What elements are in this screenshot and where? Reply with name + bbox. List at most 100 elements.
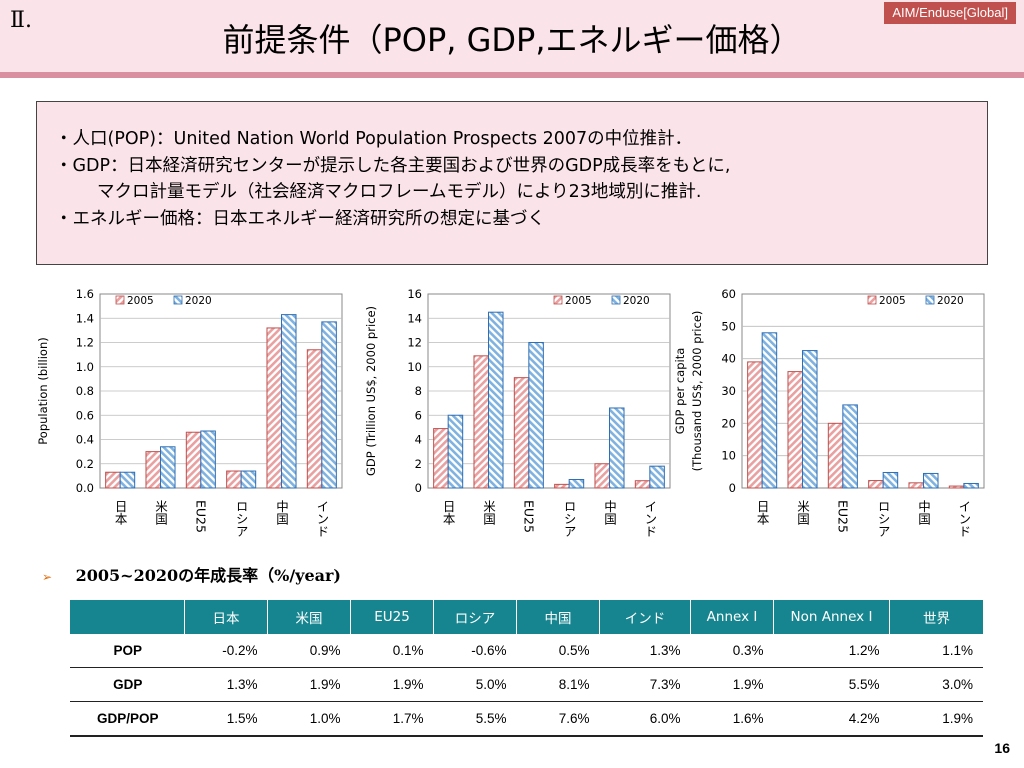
assumption-energy-price: ・エネルギー価格：日本エネルギー経済研究所の想定に基づく [55,208,545,229]
legend-swatch [115,295,125,305]
x-category-label: 米国 [795,500,810,525]
legend-label: 2005 [879,295,906,307]
bar-2020 [200,430,216,489]
x-category-label: インド [956,500,971,538]
bar-2020 [321,321,337,489]
population-chart: 0.0 0.2 0.4 0.6 0.8 1.0 1.2 1.4 1.6 日本 米国 EU25 ロシア 中国… [36,287,343,538]
y-tick-label: 12 [407,336,422,350]
legend-label: 2020 [623,295,650,307]
bar-2005 [554,483,570,489]
growth-rate-heading-text: 2005~2020の年成長率（%/year) [75,566,342,585]
y-tick-label: 10 [721,449,736,463]
y-tick-label: 8 [415,384,422,398]
x-category-label: 日本 [441,500,456,526]
legend-swatch [611,295,621,305]
table-cell: 1.9% [267,667,351,702]
page-number: 16 [994,740,1010,756]
table-cell: 0.9% [267,634,351,668]
table-cell: 1.9% [690,667,774,702]
bar-2020 [842,404,858,489]
table-header-cell: ロシア [433,600,517,634]
row-label: GDP [70,667,185,702]
assumption-gdp-continued: マクロ計量モデル（社会経済マクロフレームモデル）により23地域別に推計. [97,182,702,202]
bar-2020 [528,342,544,489]
table-cell: 1.9% [889,701,983,737]
x-category-label: 中国 [916,499,931,525]
y-tick-label: 14 [407,311,422,325]
table-header-cell: インド [599,600,691,634]
category-tag: AIM/Enduse[Global] [884,2,1016,24]
table-cell: 1.3% [184,667,268,702]
bar-2005 [787,371,804,489]
bar-2005 [306,349,323,489]
bar-2005 [868,480,884,489]
table-cell: 0.1% [350,634,434,668]
legend-label: 2020 [937,295,964,307]
x-category-label: EU25 [835,500,850,533]
table-cell: 0.3% [690,634,774,668]
y-tick-label: 0.6 [76,408,94,422]
y-tick-label: 0 [729,481,736,495]
table-cell: -0.2% [184,634,268,668]
legend-label: 2005 [565,295,592,307]
bar-2020 [963,482,979,489]
table-cell: 1.7% [350,701,434,737]
bar-2020 [447,414,464,489]
table-cell: 1.3% [599,634,691,668]
y-tick-label: 0.0 [76,481,94,495]
y-axis-label: Population (billion) [36,337,50,444]
table-cell: -0.6% [433,634,517,668]
y-tick-label: 0 [415,481,422,495]
y-tick-label: 60 [721,287,736,301]
x-category-label: 日本 [113,500,128,526]
row-label: GDP/POP [70,701,185,737]
bar-2005 [513,377,530,489]
legend-swatch [553,295,563,305]
table-cell: 4.2% [773,701,890,737]
header-divider [0,72,1024,78]
table-cell: 0.5% [516,634,600,668]
x-category-label: ロシア [876,500,891,538]
table-cell: 1.9% [350,667,434,702]
y-axis-label: GDP (Trillion US$, 2000 price) [364,306,378,476]
y-tick-label: 30 [721,384,736,398]
y-tick-label: 1.0 [76,360,94,374]
x-category-label: 米国 [153,500,168,525]
slide-title: 前提条件（POP, GDP,エネルギー価格） [222,21,802,59]
bar-2005 [266,327,282,489]
bar-2020 [761,332,778,489]
table-cell: 3.0% [889,667,983,702]
table-header-cell: 中国 [516,600,600,634]
y-tick-label: 10 [407,360,422,374]
bar-2020 [488,311,504,489]
y-tick-label: 2 [415,457,422,471]
x-category-label: ロシア [234,500,249,538]
bar-2005 [145,451,162,489]
y-tick-label: 40 [721,352,736,366]
y-axis-label: GDP per capita [673,348,687,435]
y-tick-label: 4 [415,433,422,447]
legend-label: 2005 [127,295,154,307]
x-category-label: インド [314,500,329,538]
y-tick-label: 1.6 [76,287,94,301]
table-header-cell: 米国 [267,600,351,634]
table-cell: 1.1% [889,634,983,668]
legend-swatch [867,295,877,305]
bar-2005 [594,463,610,489]
bar-2005 [185,431,202,489]
table-header-cell: EU25 [350,600,434,634]
y-tick-label: 6 [415,408,422,422]
bar-2020 [160,446,176,489]
bar-2020 [649,465,665,489]
y-tick-label: 0.4 [76,433,94,447]
y-tick-label: 0.2 [76,457,94,471]
growth-rate-table: 日本 米国 EU25 ロシア 中国 インド Annex I Non Annex … [70,600,983,737]
y-tick-label: 50 [721,319,736,333]
x-category-label: 中国 [274,499,289,525]
bar-2005 [433,428,449,489]
table-header-row: 日本 米国 EU25 ロシア 中国 インド Annex I Non Annex … [70,600,983,634]
table-row-pop: POP -0.2% 0.9% 0.1% -0.6% 0.5% 1.3% 0.3%… [70,634,983,668]
growth-rate-heading: ➢ 2005~2020の年成長率（%/year) [42,562,341,586]
table-header-cell: Annex I [690,600,774,634]
y-tick-label: 1.4 [76,311,94,325]
